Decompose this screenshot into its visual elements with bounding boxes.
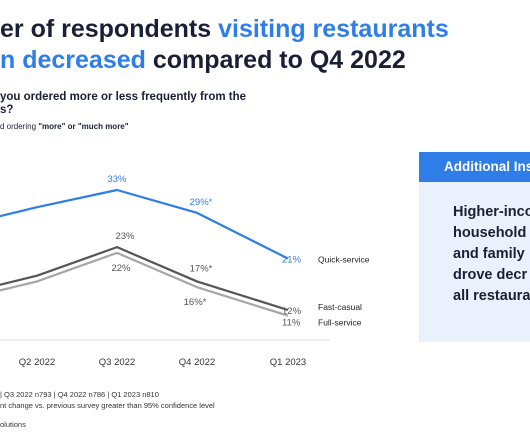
data-label: 22% <box>111 263 131 274</box>
x-tick-label: Q4 2022 <box>179 357 215 368</box>
question-line-2: s? <box>0 104 14 116</box>
footnotes: | Q3 2022 n793 | Q4 2022 n786 | Q1 2023 … <box>0 389 215 411</box>
insight-line-2: household <box>453 225 527 241</box>
x-tick-label: Q1 2023 <box>270 357 306 368</box>
data-label: 23% <box>115 231 135 242</box>
survey-question: you ordered more or less frequently from… <box>0 91 246 117</box>
title-line-2-accent: n decreased <box>0 46 146 74</box>
insight-line-5: all restaura <box>453 288 530 304</box>
title-line-1: er of respondents visiting restaurants <box>0 14 530 45</box>
additional-insights-body: Higher-inco household and family drove d… <box>419 182 530 307</box>
note-prefix: d ordering <box>0 122 39 131</box>
note-emphasis: "more" or "much more" <box>38 122 129 131</box>
data-label: 12% <box>282 306 302 317</box>
question-line-1: you ordered more or less frequently from… <box>0 91 247 103</box>
chart-note: d ordering "more" or "much more" <box>0 122 129 132</box>
title-line-1-accent: visiting restaurants <box>218 15 449 43</box>
insight-line-1: Higher-inco <box>453 204 530 220</box>
title-line-2: n decreased compared to Q4 2022 <box>0 45 530 76</box>
series-name-label: Fast-casual <box>318 302 362 312</box>
data-label: 17%* <box>190 263 213 274</box>
x-tick-label: Q3 2022 <box>99 357 135 368</box>
title-line-2-suffix: compared to Q4 2022 <box>145 46 406 74</box>
series-line-full-service <box>0 251 289 317</box>
title-line-1-prefix: er of respondents <box>0 15 219 43</box>
source-text: olutions <box>0 420 26 429</box>
insight-line-4: drove decr <box>453 267 528 283</box>
x-tick-label: Q2 2022 <box>19 357 55 368</box>
additional-insights-panel: Additional Ins Higher-inco household and… <box>419 152 530 342</box>
insight-line-3: and family <box>453 246 525 262</box>
series-name-label: Full-service <box>318 318 362 328</box>
data-label: 16%* <box>184 297 207 308</box>
line-chart: Q2 2022 Q3 2022 Q4 2022 Q1 2023 33% 29%* 21% Qu… <box>0 174 370 368</box>
data-label: 11% <box>282 318 301 329</box>
data-label: 29%* <box>190 197 213 208</box>
data-label: 33% <box>107 174 127 185</box>
additional-insights-header: Additional Ins <box>419 152 530 182</box>
series-line-fast-casual <box>0 246 289 312</box>
series-line-quick-service <box>0 188 289 260</box>
footnote-significance: nt change vs. previous survey greater th… <box>0 401 215 410</box>
series-name-label: Quick-service <box>318 255 370 265</box>
footnote-sample-sizes: | Q3 2022 n793 | Q4 2022 n786 | Q1 2023 … <box>0 390 159 399</box>
data-label: 21% <box>282 255 302 266</box>
chart-title: er of respondents visiting restaurants n… <box>0 14 530 76</box>
